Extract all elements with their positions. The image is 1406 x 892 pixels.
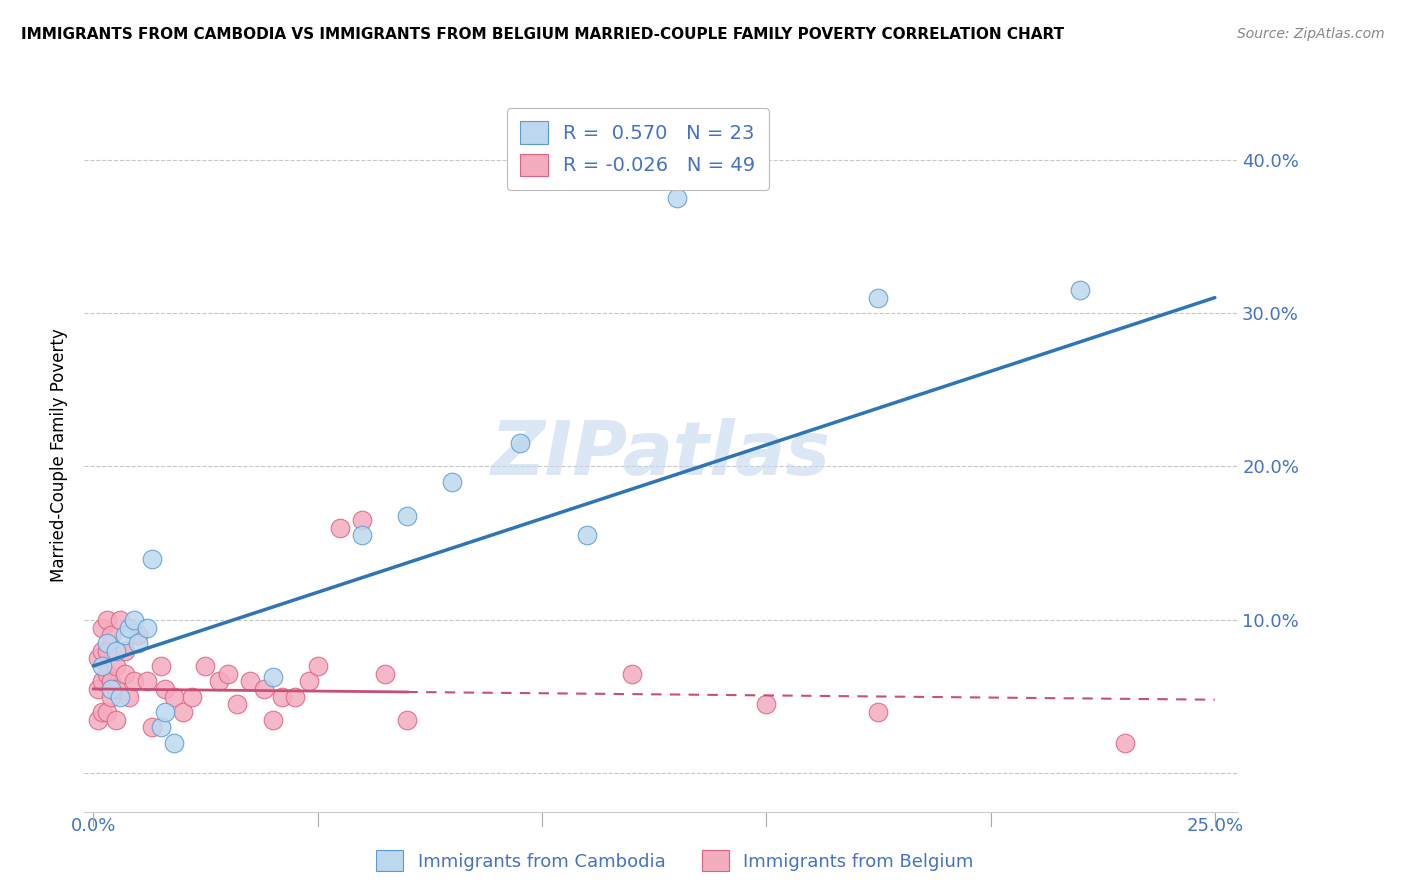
Point xyxy=(396,713,419,727)
Point xyxy=(96,643,118,657)
Point xyxy=(208,674,231,689)
Point xyxy=(110,690,132,704)
Point xyxy=(96,666,118,681)
Point xyxy=(352,513,374,527)
Point xyxy=(100,674,122,689)
Point xyxy=(100,681,122,696)
Point xyxy=(91,674,114,689)
Point xyxy=(441,475,464,489)
Point xyxy=(91,621,114,635)
Point xyxy=(298,674,321,689)
Point xyxy=(114,643,136,657)
Legend: R =  0.570   N = 23, R = -0.026   N = 49: R = 0.570 N = 23, R = -0.026 N = 49 xyxy=(506,108,769,190)
Text: ZIPatlas: ZIPatlas xyxy=(491,418,831,491)
Point xyxy=(1069,283,1091,297)
Point xyxy=(262,670,284,684)
Point xyxy=(270,690,292,704)
Point xyxy=(284,690,307,704)
Point xyxy=(114,666,136,681)
Point xyxy=(118,690,141,704)
Point xyxy=(118,621,141,635)
Point xyxy=(141,551,163,566)
Point xyxy=(217,666,239,681)
Point xyxy=(194,659,217,673)
Point xyxy=(163,690,186,704)
Point xyxy=(396,508,419,523)
Point xyxy=(104,713,127,727)
Point xyxy=(136,674,159,689)
Point xyxy=(1114,736,1136,750)
Point xyxy=(141,720,163,734)
Point xyxy=(153,705,176,719)
Point xyxy=(100,690,122,704)
Point xyxy=(136,621,159,635)
Point xyxy=(110,613,132,627)
Point xyxy=(87,681,110,696)
Point xyxy=(96,613,118,627)
Point xyxy=(96,636,118,650)
Point xyxy=(508,436,530,450)
Point xyxy=(352,528,374,542)
Point xyxy=(122,613,145,627)
Point xyxy=(868,705,890,719)
Point xyxy=(96,705,118,719)
Point xyxy=(87,651,110,665)
Point xyxy=(262,713,284,727)
Text: Source: ZipAtlas.com: Source: ZipAtlas.com xyxy=(1237,27,1385,41)
Text: IMMIGRANTS FROM CAMBODIA VS IMMIGRANTS FROM BELGIUM MARRIED-COUPLE FAMILY POVERT: IMMIGRANTS FROM CAMBODIA VS IMMIGRANTS F… xyxy=(21,27,1064,42)
Point xyxy=(172,705,194,719)
Point xyxy=(122,674,145,689)
Point xyxy=(104,659,127,673)
Point xyxy=(575,528,598,542)
Point xyxy=(665,191,688,205)
Point xyxy=(149,720,172,734)
Point xyxy=(114,628,136,642)
Legend: Immigrants from Cambodia, Immigrants from Belgium: Immigrants from Cambodia, Immigrants fro… xyxy=(368,843,981,879)
Point xyxy=(225,698,247,712)
Point xyxy=(620,666,643,681)
Point xyxy=(181,690,204,704)
Point xyxy=(127,628,149,642)
Point xyxy=(253,681,276,696)
Point xyxy=(100,628,122,642)
Point xyxy=(91,643,114,657)
Point xyxy=(868,291,890,305)
Point xyxy=(239,674,262,689)
Point xyxy=(374,666,396,681)
Point xyxy=(127,636,149,650)
Point xyxy=(755,698,778,712)
Point xyxy=(153,681,176,696)
Y-axis label: Married-Couple Family Poverty: Married-Couple Family Poverty xyxy=(51,328,69,582)
Point xyxy=(149,659,172,673)
Point xyxy=(307,659,329,673)
Point xyxy=(163,736,186,750)
Point xyxy=(91,705,114,719)
Point xyxy=(91,659,114,673)
Point xyxy=(329,521,352,535)
Point xyxy=(104,643,127,657)
Point xyxy=(87,713,110,727)
Point xyxy=(104,681,127,696)
